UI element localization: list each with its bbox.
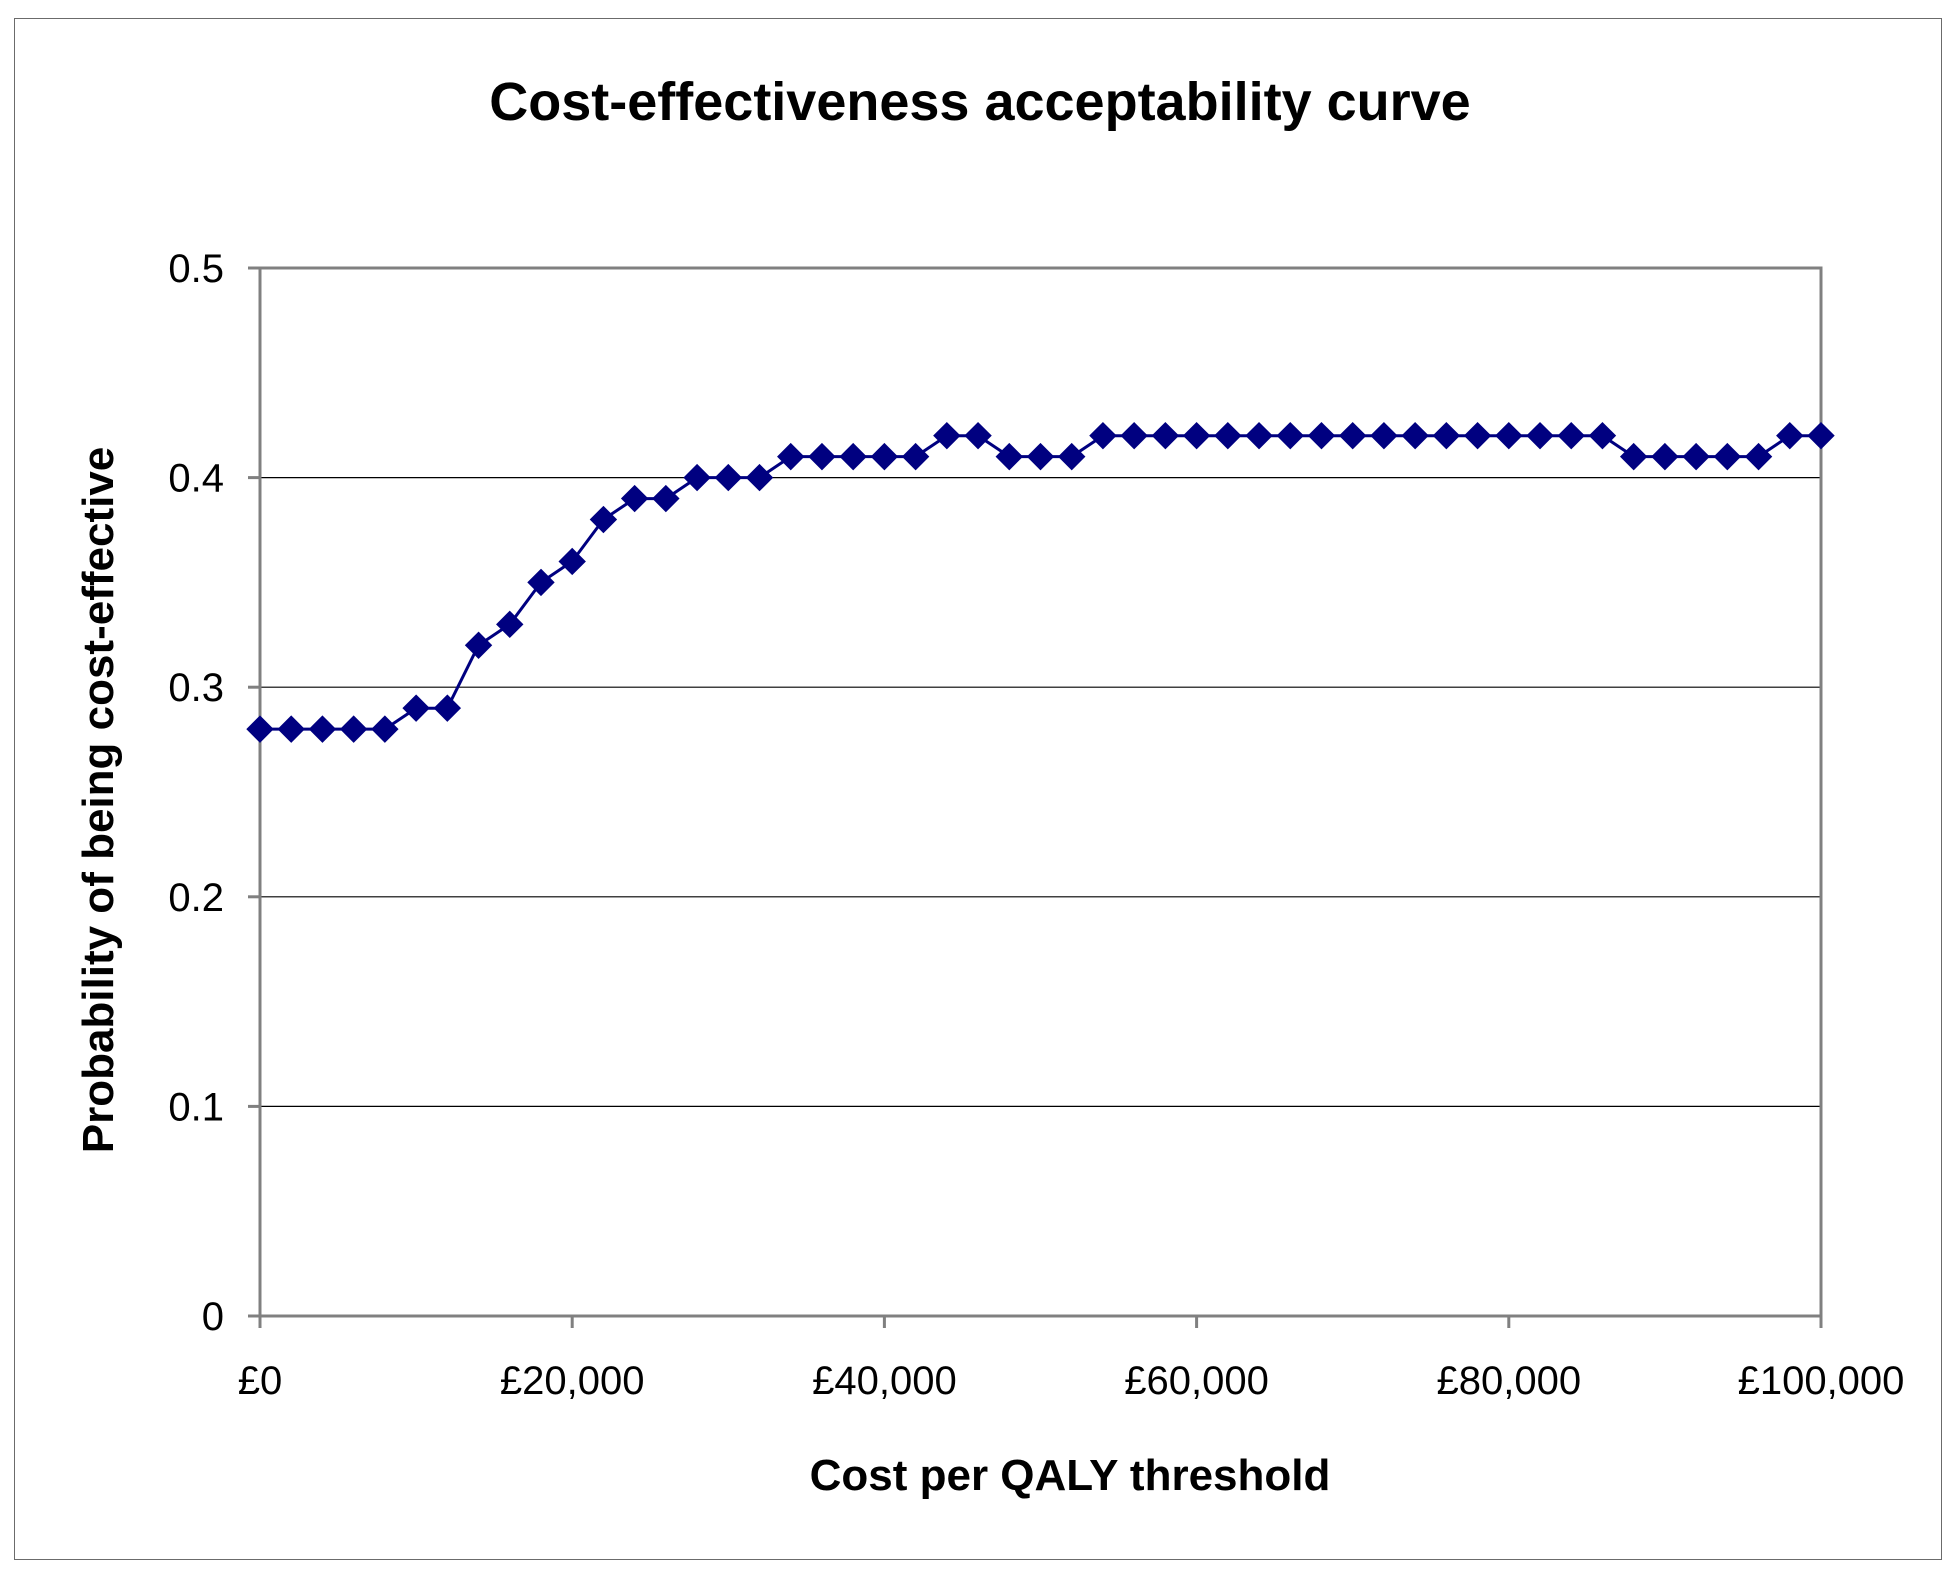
data-point-marker <box>1588 421 1617 450</box>
data-point-marker <box>933 421 961 450</box>
data-point-marker <box>901 442 930 471</box>
data-point-marker <box>1619 442 1648 471</box>
x-tick-label: £100,000 <box>1738 1359 1905 1403</box>
y-tick-label: 0.1 <box>168 1085 224 1129</box>
data-point-marker <box>1432 421 1461 450</box>
data-point-marker <box>1214 421 1242 450</box>
y-tick-label: 0.3 <box>168 666 224 710</box>
series-group <box>246 421 1835 743</box>
data-point-marker <box>1182 421 1211 450</box>
data-point-marker <box>620 484 649 513</box>
y-tick-label: 0.4 <box>168 457 224 501</box>
data-point-marker <box>1338 421 1367 450</box>
data-point-marker <box>1463 421 1492 450</box>
data-point-marker <box>1307 421 1336 450</box>
data-point-marker <box>339 715 368 743</box>
data-point-marker <box>1120 421 1148 450</box>
data-point-marker <box>496 610 524 639</box>
y-tick-label: 0.2 <box>168 876 224 920</box>
data-point-marker <box>995 442 1023 471</box>
data-point-marker <box>1713 442 1742 471</box>
data-point-marker <box>589 505 618 534</box>
y-axis-label: Probability of being cost-effective <box>74 447 123 1154</box>
data-point-marker <box>1776 421 1804 450</box>
data-point-marker <box>683 463 711 492</box>
plot-area: 0 0.1 0.2 0.3 0.4 0.5 £0 £20,000 £40,000 £60,000… <box>168 247 1904 1403</box>
data-point-marker <box>402 694 430 722</box>
data-point-marker <box>371 715 399 743</box>
data-point-marker <box>1058 442 1086 471</box>
data-point-marker <box>808 442 836 471</box>
x-tick-label: £60,000 <box>1124 1359 1269 1403</box>
x-axis-label: Cost per QALY threshold <box>810 1451 1331 1500</box>
data-point-marker <box>1744 442 1773 471</box>
y-axis-ticks: 0 0.1 0.2 0.3 0.4 0.5 <box>168 247 260 1339</box>
data-point-marker <box>558 547 586 576</box>
data-point-marker <box>652 484 680 513</box>
x-tick-label: £0 <box>238 1359 283 1403</box>
y-tick-label: 0.5 <box>168 247 224 291</box>
x-tick-label: £80,000 <box>1437 1359 1582 1403</box>
data-point-marker <box>1495 421 1523 450</box>
data-point-marker <box>1151 421 1180 450</box>
gridlines <box>260 477 1821 1108</box>
data-point-marker <box>714 463 743 492</box>
data-point-marker <box>1526 421 1554 450</box>
data-point-marker <box>1245 421 1273 450</box>
data-point-marker <box>1026 442 1055 471</box>
data-point-marker <box>1370 421 1398 450</box>
x-axis-ticks: £0 £20,000 £40,000 £60,000 £80,000 £100,000 <box>238 1316 1905 1403</box>
data-point-marker <box>1807 421 1835 450</box>
data-point-marker <box>277 715 305 743</box>
data-point-marker <box>1276 421 1304 450</box>
data-point-marker <box>464 631 493 659</box>
data-point-marker <box>745 463 774 492</box>
data-point-marker <box>1089 421 1117 450</box>
data-point-marker <box>1682 442 1710 471</box>
plot-background <box>260 268 1821 1316</box>
data-point-marker <box>527 568 555 597</box>
data-point-marker <box>1651 442 1679 471</box>
x-tick-label: £20,000 <box>500 1359 645 1403</box>
data-point-marker <box>433 694 462 722</box>
data-point-marker <box>308 715 337 743</box>
data-point-marker <box>1401 421 1429 450</box>
chart-title: Cost-effectiveness acceptability curve <box>489 72 1470 132</box>
data-point-marker <box>246 715 274 743</box>
y-tick-label: 0 <box>202 1295 224 1339</box>
data-point-marker <box>964 421 992 450</box>
x-tick-label: £40,000 <box>812 1359 957 1403</box>
data-point-marker <box>870 442 899 471</box>
data-point-marker <box>777 442 805 471</box>
data-point-marker <box>839 442 867 471</box>
data-point-marker <box>1557 421 1585 450</box>
